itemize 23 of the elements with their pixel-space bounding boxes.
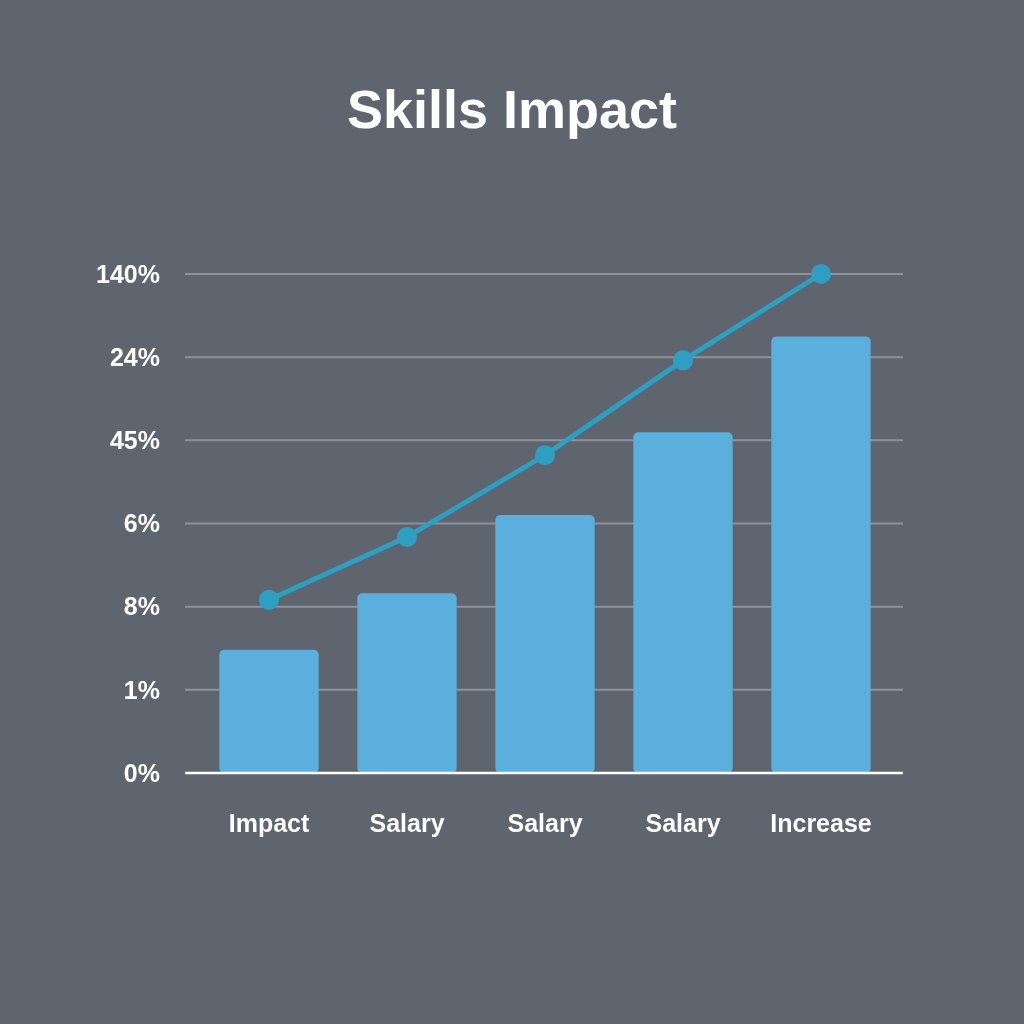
text: 24% [109, 342, 160, 371]
text: 0% [123, 758, 160, 787]
x-tick-label: Increase [770, 809, 872, 837]
text: 45% [109, 426, 160, 455]
x-tick-label: Impact [228, 809, 310, 837]
x-tick-label: Salary [507, 809, 583, 837]
x-tick-label: Salary [645, 809, 721, 837]
text: 1% [123, 675, 160, 704]
bar [219, 649, 319, 773]
text: 8% [123, 592, 160, 621]
bar [495, 515, 595, 773]
bar [633, 432, 733, 773]
point [811, 264, 831, 284]
bar [771, 336, 871, 773]
x-tick-label: Salary [369, 809, 445, 837]
text: 6% [123, 509, 160, 538]
point [673, 350, 693, 371]
chart-title: Skills Impact [346, 79, 678, 139]
bar [357, 593, 457, 773]
point [397, 526, 417, 547]
point [535, 445, 555, 466]
point [259, 589, 279, 610]
text: 140% [96, 259, 160, 288]
